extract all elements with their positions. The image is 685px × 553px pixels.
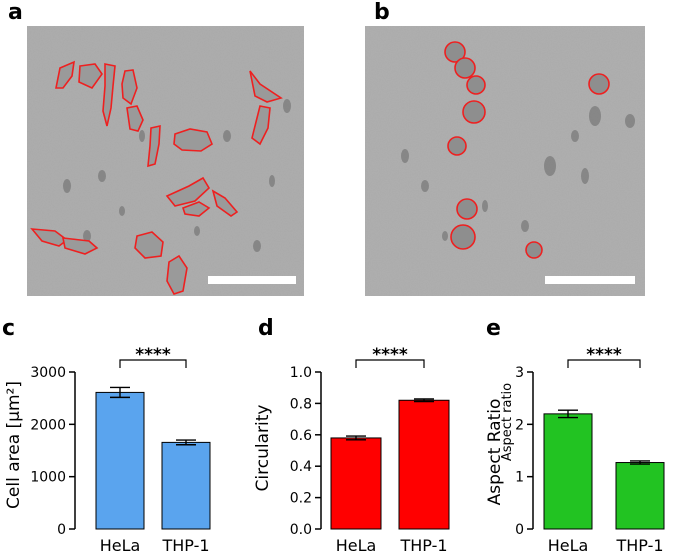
cell-outline	[249, 70, 283, 103]
significance-label: ****	[135, 345, 171, 365]
y-axis-label-overlay: Aspect ratio	[500, 383, 515, 461]
cell-outline	[126, 105, 144, 132]
cell-outline	[165, 176, 211, 207]
x-tick-label: HeLa	[548, 536, 589, 553]
error-bar	[346, 435, 366, 441]
panel-letter-d: d	[258, 316, 274, 341]
cell-outline	[211, 189, 239, 217]
error-bar	[630, 460, 650, 465]
y-axis-label: Aspect Ratio	[485, 399, 505, 506]
bars	[543, 409, 665, 530]
cell-outline	[454, 57, 476, 79]
error-bar	[558, 409, 578, 419]
cell-outlines	[444, 41, 610, 259]
y-tick-label: 0.8	[290, 396, 312, 412]
cell-outline	[450, 224, 476, 250]
panel-letter-e: e	[486, 316, 501, 341]
cell-outline	[62, 237, 99, 255]
bar-thp-1	[398, 399, 450, 530]
y-ticks: 0 1000 2000 3000	[30, 365, 75, 538]
cell-outline	[456, 198, 478, 220]
dark-spots	[401, 106, 635, 241]
micrograph-texture	[365, 26, 645, 296]
bar-hela	[543, 413, 593, 530]
cell-outline	[588, 73, 610, 95]
cell-outline	[147, 124, 161, 168]
panel-letter-c: c	[2, 316, 16, 341]
bar-hela	[95, 391, 145, 530]
significance-bracket	[119, 359, 187, 368]
y-axis-label: Cell area [µm²]	[4, 381, 24, 509]
cell-outline	[525, 241, 543, 259]
y-axis-label: Circularity	[253, 405, 273, 492]
cell-outline	[447, 136, 467, 156]
cell-outline	[134, 231, 164, 259]
x-tick-label: HeLa	[100, 536, 141, 553]
y-tick-label: 3000	[30, 365, 66, 381]
significance-bracket	[567, 359, 641, 368]
significance-bracket	[355, 359, 425, 368]
bar-thp-1	[615, 462, 665, 530]
chart-aspect-ratio: Aspect Ratio Aspect ratio 0 1 2 3 HeLa THP-…	[485, 345, 665, 553]
cell-outline	[166, 254, 188, 295]
y-tick-label: 0.6	[290, 428, 312, 444]
cell-outlines	[30, 60, 283, 295]
x-tick-label: THP-1	[615, 536, 663, 553]
scale-bar	[545, 276, 635, 284]
y-tick-label: 2	[515, 417, 524, 433]
bar-hela	[330, 437, 382, 530]
error-bar	[110, 386, 130, 399]
cell-outline	[102, 63, 116, 127]
x-tick-label: HeLa	[336, 536, 377, 553]
chart-circularity: Circularity 0.0 0.2 0.4 0.6 0.8 1.0 HeLa THP-…	[253, 345, 450, 553]
cell-outline	[444, 41, 466, 63]
panel-letter-b: b	[374, 0, 390, 25]
chart-cell-area: Cell area [µm²] 0 1000 2000 3000 HeLa THP-1…	[4, 345, 211, 553]
error-bar	[176, 439, 196, 446]
y-tick-label: 0.2	[290, 491, 312, 507]
cell-outline	[462, 100, 486, 124]
dark-spots	[63, 99, 291, 252]
significance-label: ****	[372, 345, 408, 365]
cell-outline	[466, 75, 486, 95]
cell-outline	[181, 201, 211, 217]
micrograph-hela	[27, 26, 304, 296]
cell-outline	[173, 128, 213, 152]
scale-bar	[208, 276, 296, 284]
y-tick-label: 2000	[30, 417, 66, 433]
cell-outline	[78, 63, 103, 90]
y-tick-label: 3	[515, 365, 524, 381]
micrograph-thp1	[365, 26, 645, 296]
y-tick-label: 0.0	[290, 522, 312, 538]
cell-outline	[30, 228, 69, 247]
cell-outline	[55, 60, 75, 89]
bar-thp-1	[161, 441, 211, 530]
significance-label: ****	[586, 345, 622, 365]
x-tick-label: THP-1	[399, 536, 447, 553]
y-ticks: 0 1 2 3	[515, 365, 533, 538]
y-tick-label: 1.0	[290, 365, 312, 381]
bars	[330, 398, 450, 530]
y-tick-label: 1	[515, 470, 524, 486]
y-tick-label: 1000	[30, 470, 66, 486]
panel-letter-a: a	[8, 0, 23, 25]
cell-outline	[121, 69, 138, 106]
x-tick-label: THP-1	[161, 536, 209, 553]
y-ticks: 0.0 0.2 0.4 0.6 0.8 1.0	[290, 365, 321, 538]
y-tick-label: 0.4	[290, 459, 312, 475]
y-tick-label: 0	[515, 522, 524, 538]
bars	[95, 386, 211, 530]
error-bar	[414, 398, 434, 403]
y-tick-label: 0	[57, 522, 66, 538]
cell-outline	[251, 105, 271, 146]
